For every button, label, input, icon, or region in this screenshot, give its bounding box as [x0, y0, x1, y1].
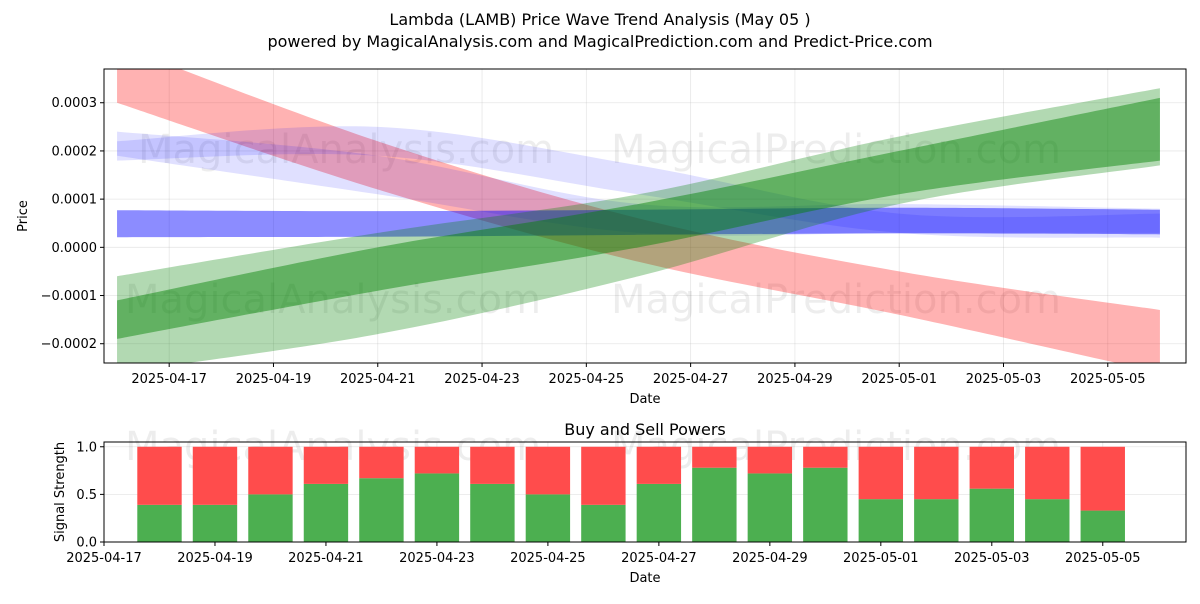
- buy-bar: [914, 499, 959, 542]
- buy-bar: [1025, 499, 1070, 542]
- wave-band-blue: [117, 126, 1160, 238]
- sell-bar: [969, 446, 1014, 489]
- price-y-tick-label: 0.0002: [52, 144, 98, 159]
- buy-bar: [803, 467, 848, 542]
- buy-bar: [414, 473, 460, 542]
- price-x-tick-label: 2025-05-01: [861, 372, 937, 387]
- watermark-prediction-mid: MagicalPrediction.com: [611, 277, 1061, 323]
- signal-bars: [137, 446, 1125, 542]
- buy-bar: [137, 504, 182, 542]
- wave-band-red: [117, 69, 1160, 363]
- signal-x-tick-label: 2025-04-25: [510, 551, 586, 566]
- price-watermarks: MagicalAnalysis.com MagicalPrediction.co…: [125, 127, 1061, 323]
- price-plot-frame: [103, 68, 1187, 364]
- signal-x-tick-label: 2025-04-29: [732, 551, 808, 566]
- price-x-tick-label: 2025-04-29: [757, 372, 833, 387]
- price-y-tick-label: 0.0003: [52, 96, 98, 111]
- sell-bar: [303, 446, 349, 484]
- price-x-tick-label: 2025-04-21: [340, 372, 416, 387]
- price-x-tick-label: 2025-05-05: [1070, 372, 1146, 387]
- buy-bar: [470, 483, 515, 542]
- price-x-ticks: 2025-04-17 2025-04-19 2025-04-21 2025-04-23…: [131, 363, 1146, 387]
- price-y-tick-label: −0.0001: [41, 289, 97, 304]
- watermark-analysis-mid: MagicalAnalysis.com: [125, 277, 541, 323]
- sell-bar: [858, 446, 904, 500]
- buy-bar: [581, 504, 626, 542]
- sell-bar: [581, 446, 626, 505]
- signal-x-tick-label: 2025-04-21: [288, 551, 364, 566]
- buy-bar: [303, 483, 349, 542]
- buy-bar: [692, 467, 737, 542]
- price-y-label: Price: [16, 200, 31, 232]
- price-y-tick-label: 0.0001: [52, 193, 98, 208]
- chart-title: Lambda (LAMB) Price Wave Trend Analysis …: [389, 10, 810, 29]
- sell-bar: [248, 446, 293, 495]
- buy-bar: [747, 473, 793, 542]
- wave-bands: [117, 69, 1160, 363]
- price-x-tick-label: 2025-05-03: [966, 372, 1042, 387]
- signal-x-label: Date: [629, 571, 660, 586]
- signal-x-tick-label: 2025-04-23: [399, 551, 475, 566]
- sell-bar: [470, 446, 515, 484]
- sell-bar: [1025, 446, 1070, 500]
- buy-bar: [858, 499, 904, 542]
- watermark-prediction-top: MagicalPrediction.com: [611, 127, 1061, 173]
- signal-x-tick-label: 2025-04-17: [66, 551, 142, 566]
- sell-bar: [692, 446, 737, 468]
- signal-x-tick-label: 2025-04-19: [177, 551, 253, 566]
- signal-x-tick-label: 2025-05-03: [954, 551, 1030, 566]
- price-x-tick-label: 2025-04-27: [653, 372, 729, 387]
- signal-y-label: Signal Strength: [53, 442, 68, 542]
- sell-bar: [359, 446, 404, 479]
- signal-y-tick-label: 1.0: [76, 440, 97, 455]
- buy-bar: [1080, 510, 1125, 542]
- signal-x-ticks: 2025-04-17 2025-04-19 2025-04-21 2025-04-23…: [66, 542, 1141, 566]
- wave-band-green: [117, 97, 1160, 339]
- sell-bar: [636, 446, 682, 484]
- price-x-tick-label: 2025-04-25: [549, 372, 625, 387]
- watermark-analysis-top: MagicalAnalysis.com: [138, 127, 554, 173]
- price-panel: MagicalAnalysis.com MagicalPrediction.co…: [16, 68, 1187, 407]
- buy-bar: [636, 483, 682, 542]
- wave-band-group: [117, 69, 1160, 363]
- signal-y-tick-label: 0.5: [76, 488, 97, 503]
- buy-bar: [525, 494, 571, 542]
- sell-bar: [414, 446, 460, 474]
- sell-bar: [192, 446, 238, 505]
- price-x-tick-label: 2025-04-23: [444, 372, 520, 387]
- signal-y-ticks: 0.0 0.5 1.0: [76, 440, 104, 551]
- sell-bar: [747, 446, 793, 474]
- price-x-tick-label: 2025-04-19: [236, 372, 312, 387]
- buy-bar: [248, 494, 293, 542]
- sell-bar: [137, 446, 182, 505]
- sell-bar: [1080, 446, 1125, 511]
- wave-band-blue: [117, 207, 1160, 238]
- price-y-tick-label: 0.0000: [52, 241, 98, 256]
- buy-bar: [969, 488, 1014, 542]
- signal-y-tick-label: 0.0: [76, 536, 97, 551]
- wave-band-blue: [117, 131, 1160, 236]
- chart-subtitle: powered by MagicalAnalysis.com and Magic…: [267, 32, 932, 51]
- sell-bar: [803, 446, 848, 468]
- price-y-tick-label: −0.0002: [41, 337, 97, 352]
- buy-bar: [192, 504, 238, 542]
- wave-band-green: [117, 88, 1160, 363]
- price-y-ticks: 0.0003 0.0002 0.0001 0.0000 −0.0001 −0.0002: [41, 96, 104, 352]
- signal-x-tick-label: 2025-05-01: [843, 551, 919, 566]
- price-grid: [104, 69, 1186, 363]
- signal-x-tick-label: 2025-05-05: [1065, 551, 1141, 566]
- signal-x-tick-label: 2025-04-27: [621, 551, 697, 566]
- buy-bar: [359, 478, 404, 542]
- signal-panel: Buy and Sell Powers MagicalAnalysis.com …: [53, 420, 1187, 586]
- signal-plot-frame: [103, 441, 1187, 543]
- signal-title: Buy and Sell Powers: [564, 420, 726, 439]
- price-x-tick-label: 2025-04-17: [131, 372, 207, 387]
- sell-bar: [525, 446, 571, 495]
- sell-bar: [914, 446, 959, 500]
- price-x-label: Date: [629, 392, 660, 407]
